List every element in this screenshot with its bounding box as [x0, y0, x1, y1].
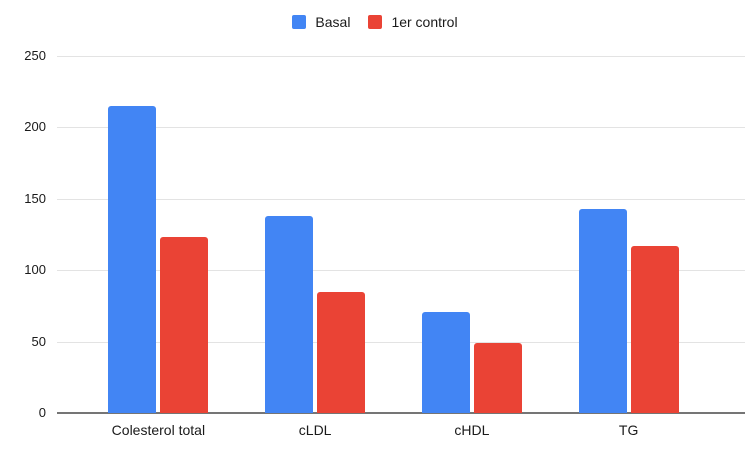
y-tick-label-200: 200 — [24, 119, 46, 135]
bar-group-cldl — [237, 56, 394, 413]
bar-group-chdl — [394, 56, 551, 413]
legend-label: 1er control — [391, 14, 458, 30]
gridline-50 — [57, 341, 745, 343]
x-axis-labels: Colesterol total cLDL cHDL TG — [80, 421, 707, 439]
legend-item-1er-control: 1er control — [368, 13, 458, 31]
bar-basal-chdl — [421, 311, 470, 413]
legend-swatch — [368, 15, 383, 29]
bar-1er-control-colesterol-total — [160, 237, 209, 413]
plot-area — [57, 56, 745, 414]
x-axis-label-cldl: cLDL — [298, 422, 332, 438]
x-axis-label-tg: TG — [618, 422, 639, 438]
y-tick-label-100: 100 — [24, 262, 46, 278]
bar-basal-colesterol-total — [108, 105, 157, 413]
y-tick-label-50: 50 — [31, 333, 46, 349]
legend-item-basal: Basal — [292, 13, 350, 31]
bar-basal-cldl — [265, 215, 314, 413]
x-axis-line — [57, 412, 745, 414]
x-axis-label-chdl: cHDL — [454, 422, 490, 438]
legend-swatch — [292, 15, 307, 29]
y-tick-label-0: 0 — [38, 405, 46, 420]
bar-group-tg — [550, 56, 707, 413]
bar-1er-control-tg — [630, 245, 679, 413]
bar-group-colesterol-total — [80, 56, 237, 413]
gridline-100 — [57, 270, 745, 272]
bar-1er-control-cldl — [317, 291, 366, 413]
y-tick-label-150: 150 — [24, 190, 46, 206]
bar-basal-tg — [578, 208, 627, 413]
gridline-150 — [57, 198, 745, 200]
gridline-250 — [57, 56, 745, 57]
bars-area — [80, 56, 707, 413]
legend-label: Basal — [315, 14, 351, 30]
x-axis-label-colesterol-total: Colesterol total — [111, 422, 206, 438]
gridline-200 — [57, 127, 745, 129]
y-tick-label-250: 250 — [24, 48, 46, 63]
chart-legend: Basal 1er control — [0, 13, 750, 31]
bar-1er-control-chdl — [473, 343, 522, 413]
